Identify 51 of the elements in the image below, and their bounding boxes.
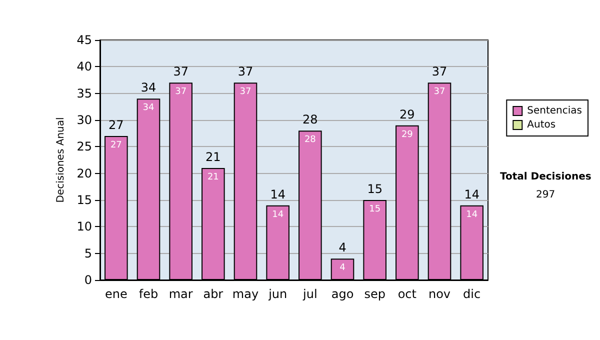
total-label: 14 [464, 187, 480, 202]
y-tick-label: 20 [76, 166, 92, 180]
total-label: 15 [367, 182, 382, 196]
x-tick-label: abr [203, 287, 224, 301]
x-tick-label: jul [302, 287, 318, 301]
y-tick-label: 40 [76, 60, 92, 74]
x-tick-label: nov [428, 287, 451, 301]
total-label: 29 [400, 107, 415, 122]
total-label: 14 [270, 187, 286, 202]
total-label: 28 [302, 112, 318, 127]
text: 297 [536, 190, 556, 200]
x-tick-label: sep [364, 287, 386, 301]
y-tick-label: 5 [84, 246, 92, 260]
y-tick-label: 15 [76, 193, 92, 207]
data-label: 28 [304, 135, 316, 146]
y-tick-label: 30 [76, 113, 92, 127]
y-tick-label: 45 [76, 33, 92, 47]
x-tick-label: oct [398, 287, 417, 301]
data-label: 15 [369, 204, 381, 214]
x-tick-label: mar [168, 287, 193, 301]
y-tick-label: 10 [76, 220, 92, 234]
data-label: 14 [466, 210, 478, 220]
y-tick-label: 0 [84, 273, 92, 287]
data-label: 21 [207, 172, 219, 182]
data-label: 37 [434, 87, 446, 98]
total-label: 27 [108, 118, 124, 132]
x-tick-label: ago [331, 287, 354, 301]
data-label: 4 [340, 263, 346, 274]
total-label: 37 [238, 64, 254, 79]
total-label: 4 [338, 240, 346, 255]
total-label: 37 [173, 64, 188, 79]
legend-label: Sentencias [527, 106, 582, 116]
legend-label: Autos [527, 120, 556, 130]
data-label: 14 [272, 210, 284, 220]
data-label: 34 [142, 103, 154, 114]
y-tick-label: 25 [76, 140, 92, 154]
x-tick-label: may [232, 287, 259, 301]
total-label: 21 [206, 150, 221, 164]
data-label: 29 [401, 130, 414, 140]
total-label: 34 [140, 80, 156, 95]
x-tick-label: jun [268, 287, 288, 301]
x-tick-label: ene [104, 287, 128, 301]
data-label: 37 [240, 87, 252, 98]
x-tick-label: feb [138, 287, 158, 301]
y-axis-title: Decisiones Anual [55, 117, 66, 203]
data-label: 27 [110, 140, 122, 150]
text: Total Decisiones [500, 172, 592, 182]
y-tick-label: 35 [76, 86, 92, 100]
data-label: 37 [175, 87, 187, 98]
x-tick-label: dic [463, 287, 481, 301]
total-label: 37 [432, 64, 448, 79]
